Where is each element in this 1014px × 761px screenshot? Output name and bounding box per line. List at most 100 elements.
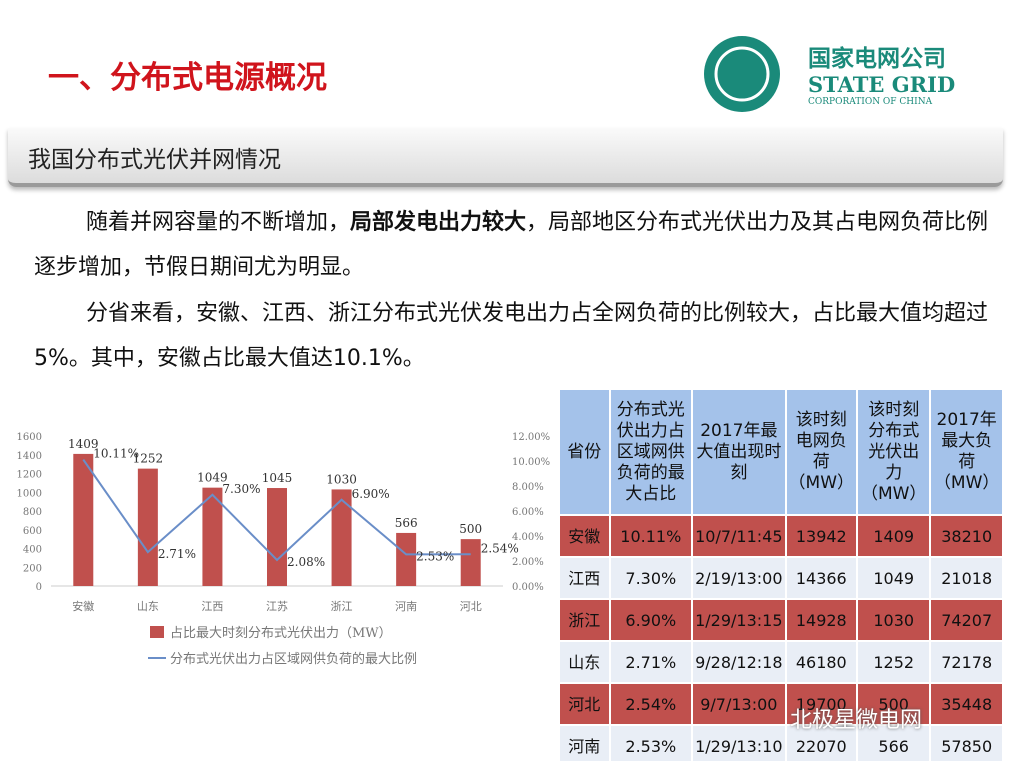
- data-label: 500: [459, 522, 482, 536]
- section-title: 我国分布式光伏并网情况: [28, 147, 281, 173]
- y2-tick-label: 10.00%: [512, 457, 550, 468]
- x-tick-label: 山东: [137, 600, 159, 613]
- table-cell: 38210: [929, 514, 1004, 558]
- data-label: 1030: [326, 472, 357, 486]
- table-cell: 2/19/13:00: [691, 556, 787, 600]
- logo-cn: 国家电网公司: [808, 45, 946, 72]
- bar: [202, 487, 223, 586]
- table-cell: 江西: [558, 556, 611, 600]
- table-cell: 1030: [856, 598, 932, 642]
- x-tick-label: 江西: [201, 600, 223, 613]
- table-row: 河北 2.54% 9/7/13:00 19700 500 35448: [558, 682, 1004, 726]
- table-cell: 72178: [929, 640, 1004, 684]
- table-row: 江西 7.30% 2/19/13:00 14366 1049 21018: [558, 556, 1004, 600]
- section-banner: 我国分布式光伏并网情况: [8, 128, 1003, 187]
- y-tick-label: 400: [23, 545, 42, 556]
- bar: [460, 539, 481, 586]
- y2-tick-label: 4.00%: [512, 532, 544, 543]
- table-cell: 1049: [856, 556, 932, 600]
- table-cell: 14928: [784, 598, 859, 642]
- table-cell: 9/28/12:18: [691, 640, 787, 684]
- y2-tick-label: 8.00%: [512, 482, 544, 493]
- y2-tick-label: 6.00%: [512, 507, 544, 518]
- table-cell: 2017年最大值出现时刻: [691, 388, 787, 516]
- table-cell: 13942: [784, 514, 859, 558]
- table-cell: 566: [856, 724, 932, 761]
- y-tick-label: 1200: [17, 470, 42, 481]
- table-cell: 35448: [929, 682, 1004, 726]
- watermark: 北极星微电网: [790, 708, 923, 733]
- x-tick-label: 安徽: [72, 599, 94, 613]
- bar: [73, 453, 94, 586]
- table-cell: 河南: [558, 724, 611, 761]
- table-row: 河南 2.53% 1/29/13:10 22070 566 57850: [558, 724, 1004, 761]
- data-label: 2.54%: [481, 541, 519, 555]
- table-cell: 10.11%: [608, 514, 694, 558]
- table-cell: 河北: [558, 682, 611, 726]
- x-tick-label: 河南: [395, 600, 417, 613]
- table: 省份 分布式光伏出力占区域网供负荷的最大占比 2017年最大值出现时刻 该时刻电网负荷…: [558, 388, 1004, 761]
- table-wrap: 省份 分布式光伏出力占区域网供负荷的最大占比 2017年最大值出现时刻 该时刻电网负荷…: [558, 388, 1004, 761]
- bar: [396, 532, 417, 586]
- table-cell: 74207: [929, 598, 1004, 642]
- table-cell: 山东: [558, 640, 611, 684]
- data-label: 1045: [262, 471, 293, 485]
- table-cell: 安徽: [558, 514, 611, 558]
- table-cell: 21018: [929, 556, 1004, 600]
- table-cell: 57850: [929, 724, 1004, 761]
- logo-en: STATE GRID: [808, 72, 955, 97]
- y-tick-label: 1000: [17, 488, 42, 499]
- table-cell: 6.90%: [608, 598, 694, 642]
- slide-title: 一、分布式电源概况: [48, 60, 327, 96]
- logo: 国家电网公司 STATE GRID CORPORATION OF CHINA: [704, 36, 955, 112]
- data-label: 6.90%: [352, 487, 390, 501]
- table-cell: 1409: [856, 514, 932, 558]
- data-label: 2.71%: [158, 547, 196, 561]
- table-cell: 1/29/13:15: [691, 598, 787, 642]
- data-label: 1252: [133, 452, 164, 466]
- data-label: 1049: [197, 471, 228, 485]
- paragraph: 分省来看，安徽、江西、浙江分布式光伏发电出力占全网负荷的比例较大，占比最大值均超…: [34, 291, 994, 381]
- y-tick-label: 1400: [17, 451, 42, 462]
- table-cell: 500: [856, 682, 932, 726]
- y-tick-label: 0: [36, 582, 42, 593]
- logo-sub: CORPORATION OF CHINA: [808, 97, 933, 107]
- table-cell: 22070: [784, 724, 859, 761]
- data-label: 566: [395, 516, 418, 530]
- table-cell: 省份: [558, 388, 611, 516]
- bar: [137, 468, 158, 586]
- text: 分省来看，安徽、江西、浙江分布式光伏发电出力占全网负荷的比例较大，占比最大值均超…: [34, 301, 989, 371]
- x-tick-label: 河北: [460, 600, 482, 613]
- line: [82, 459, 471, 562]
- table-cell: 2.71%: [608, 640, 694, 684]
- table-cell: 该时刻电网负荷（MW）: [784, 388, 859, 516]
- table-row: 浙江 6.90% 1/29/13:15 14928 1030 74207: [558, 598, 1004, 642]
- table-cell: 7.30%: [608, 556, 694, 600]
- data-label: 2.53%: [416, 549, 454, 563]
- table-cell: 2.53%: [608, 724, 694, 761]
- paragraph: 随着并网容量的不断增加，局部发电出力较大，局部地区分布式光伏出力及其占电网负荷比…: [34, 200, 994, 290]
- legend-label: 占比最大时刻分布式光伏出力（MW）: [170, 626, 392, 641]
- legend-label: 分布式光伏出力占区域网供负荷的最大比例: [170, 651, 417, 667]
- table-cell: 10/7/11:45: [691, 514, 787, 558]
- y2-tick-label: 2.00%: [512, 557, 544, 568]
- text: ，局部地区分布式光伏出力及其占电网负荷比例逐步增加，节假日期间尤为明显。: [34, 210, 989, 280]
- chart: 0 200 400 600 800 1000 1200 1400 1600 0.00% 2.00% 4…: [17, 432, 551, 667]
- table-cell: 2.54%: [608, 682, 694, 726]
- data-label: 1409: [68, 437, 99, 451]
- table-row: 山东 2.71% 9/28/12:18 46180 1252 72178: [558, 640, 1004, 684]
- y-tick-label: 800: [23, 507, 42, 518]
- table-cell: 14366: [784, 556, 859, 600]
- data-label: 10.11%: [93, 447, 139, 461]
- bar: [267, 488, 287, 586]
- data-label: 7.30%: [222, 482, 260, 496]
- table-cell: 分布式光伏出力占区域网供负荷的最大占比: [608, 388, 694, 516]
- table-cell: 46180: [784, 640, 859, 684]
- table-cell: 19700: [784, 682, 859, 726]
- y-tick-label: 1600: [17, 432, 42, 443]
- table-cell: 1/29/13:10: [691, 724, 787, 761]
- x-tick-label: 浙江: [331, 600, 353, 613]
- y-tick-label: 200: [23, 563, 42, 574]
- y2-tick-label: 0.00%: [512, 582, 544, 593]
- logo-ring: [714, 46, 770, 102]
